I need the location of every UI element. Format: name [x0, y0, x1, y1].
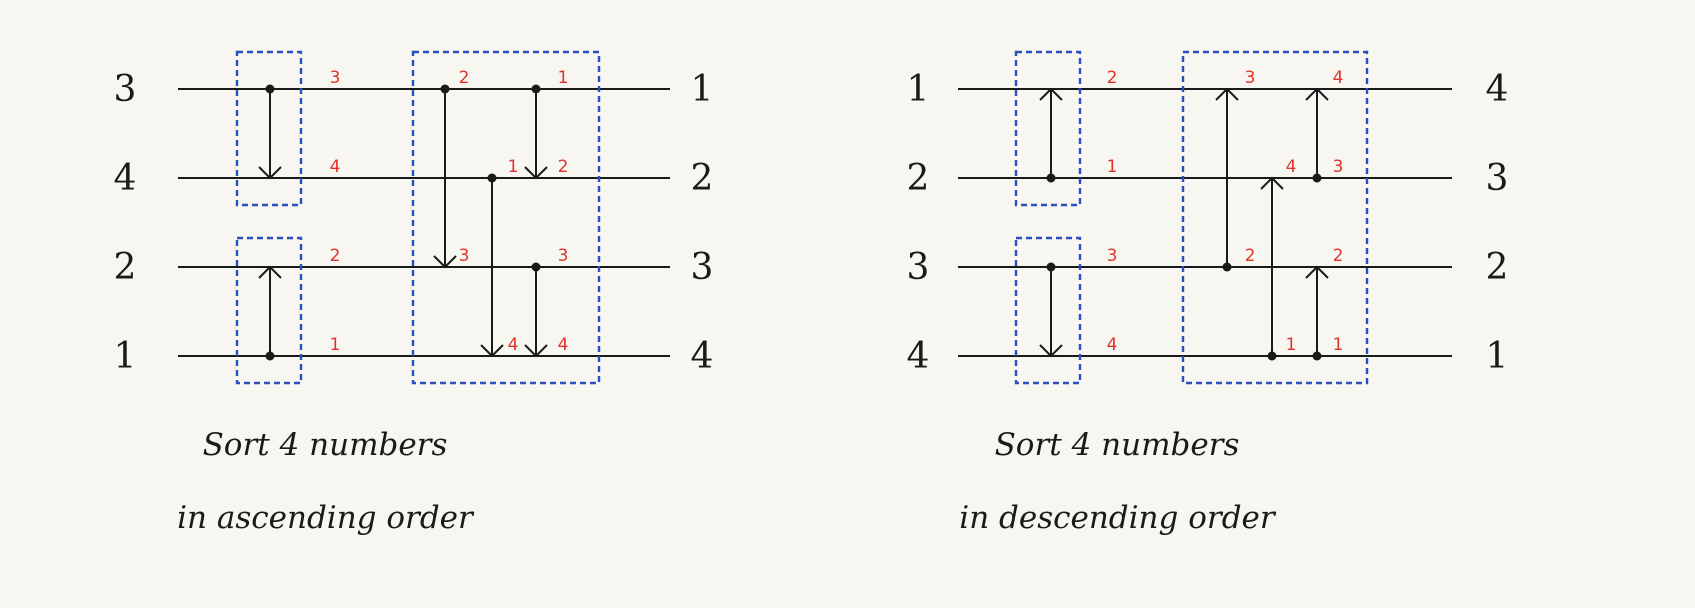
comparator-dot-ascending-1 [265, 351, 275, 361]
intermediate-label-descending-8: 2 [1245, 246, 1256, 266]
comparator-dot-ascending-3 [487, 173, 497, 183]
input-value-ascending-0: 3 [114, 69, 137, 110]
intermediate-label-ascending-1: 4 [330, 157, 341, 177]
comparator-arrow-descending-0 [1039, 87, 1063, 101]
comparator-arrow-ascending-1 [258, 265, 282, 279]
intermediate-label-descending-9: 2 [1333, 246, 1344, 266]
input-value-descending-0: 1 [907, 69, 930, 110]
input-value-descending-1: 2 [907, 158, 930, 199]
caption-line2-ascending: in ascending order [177, 500, 475, 536]
output-value-ascending-2: 3 [691, 247, 714, 288]
stage2-box-ascending [411, 50, 601, 385]
caption-line1-descending: Sort 4 numbers [995, 427, 1240, 463]
intermediate-label-descending-11: 1 [1333, 335, 1344, 355]
stage1-bottom-box-ascending [235, 236, 303, 385]
intermediate-label-descending-0: 2 [1107, 68, 1118, 88]
intermediate-label-descending-7: 3 [1333, 157, 1344, 177]
intermediate-label-ascending-5: 1 [558, 68, 569, 88]
comparator-arrow-ascending-0 [258, 166, 282, 180]
input-value-descending-2: 3 [907, 247, 930, 288]
comparator-arrow-descending-3 [1260, 176, 1284, 190]
intermediate-label-descending-4: 3 [1245, 68, 1256, 88]
comparator-dot-ascending-0 [265, 84, 275, 94]
comparator-arrow-ascending-2 [433, 255, 457, 269]
comparator-dot-descending-4 [1312, 173, 1322, 183]
intermediate-label-ascending-10: 4 [508, 335, 519, 355]
stage2-box-descending [1181, 50, 1369, 385]
stage1-top-box-descending [1014, 50, 1082, 207]
intermediate-label-ascending-6: 1 [508, 157, 519, 177]
input-value-descending-3: 4 [907, 336, 930, 377]
intermediate-label-descending-2: 3 [1107, 246, 1118, 266]
comparator-arrow-descending-4 [1305, 87, 1329, 101]
comparator-dot-descending-0 [1046, 173, 1056, 183]
comparator-dot-ascending-5 [531, 262, 541, 272]
stage1-bottom-box-descending [1014, 236, 1082, 385]
input-value-ascending-1: 4 [114, 158, 137, 199]
output-value-descending-1: 3 [1486, 158, 1509, 199]
intermediate-label-ascending-11: 4 [558, 335, 569, 355]
output-value-descending-3: 1 [1486, 336, 1509, 377]
caption-line2-descending: in descending order [959, 500, 1277, 536]
intermediate-label-descending-10: 1 [1286, 335, 1297, 355]
intermediate-label-ascending-2: 2 [330, 246, 341, 266]
intermediate-label-ascending-9: 3 [558, 246, 569, 266]
intermediate-label-ascending-0: 3 [330, 68, 341, 88]
stage1-top-box-ascending [235, 50, 303, 207]
comparator-arrow-descending-5 [1305, 265, 1329, 279]
output-value-ascending-1: 2 [691, 158, 714, 199]
comparator-arrow-ascending-5 [524, 344, 548, 358]
comparator-arrow-ascending-3 [480, 344, 504, 358]
comparator-dot-ascending-4 [531, 84, 541, 94]
intermediate-label-ascending-8: 3 [459, 246, 470, 266]
input-value-ascending-2: 2 [114, 247, 137, 288]
output-value-descending-0: 4 [1486, 69, 1509, 110]
intermediate-label-ascending-4: 2 [459, 68, 470, 88]
comparator-arrow-descending-2 [1215, 87, 1239, 101]
comparator-dot-descending-1 [1046, 262, 1056, 272]
intermediate-label-descending-6: 4 [1286, 157, 1297, 177]
intermediate-label-descending-3: 4 [1107, 335, 1118, 355]
comparator-dot-descending-3 [1267, 351, 1277, 361]
output-value-ascending-3: 4 [691, 336, 714, 377]
comparator-arrow-descending-1 [1039, 344, 1063, 358]
comparator-dot-ascending-2 [440, 84, 450, 94]
output-value-descending-2: 2 [1486, 247, 1509, 288]
output-value-ascending-0: 1 [691, 69, 714, 110]
intermediate-label-descending-5: 4 [1333, 68, 1344, 88]
intermediate-label-ascending-3: 1 [330, 335, 341, 355]
intermediate-label-descending-1: 1 [1107, 157, 1118, 177]
comparator-dot-descending-2 [1222, 262, 1232, 272]
comparator-arrow-ascending-4 [524, 166, 548, 180]
intermediate-label-ascending-7: 2 [558, 157, 569, 177]
input-value-ascending-3: 1 [114, 336, 137, 377]
caption-line1-ascending: Sort 4 numbers [203, 427, 448, 463]
comparator-dot-descending-5 [1312, 351, 1322, 361]
